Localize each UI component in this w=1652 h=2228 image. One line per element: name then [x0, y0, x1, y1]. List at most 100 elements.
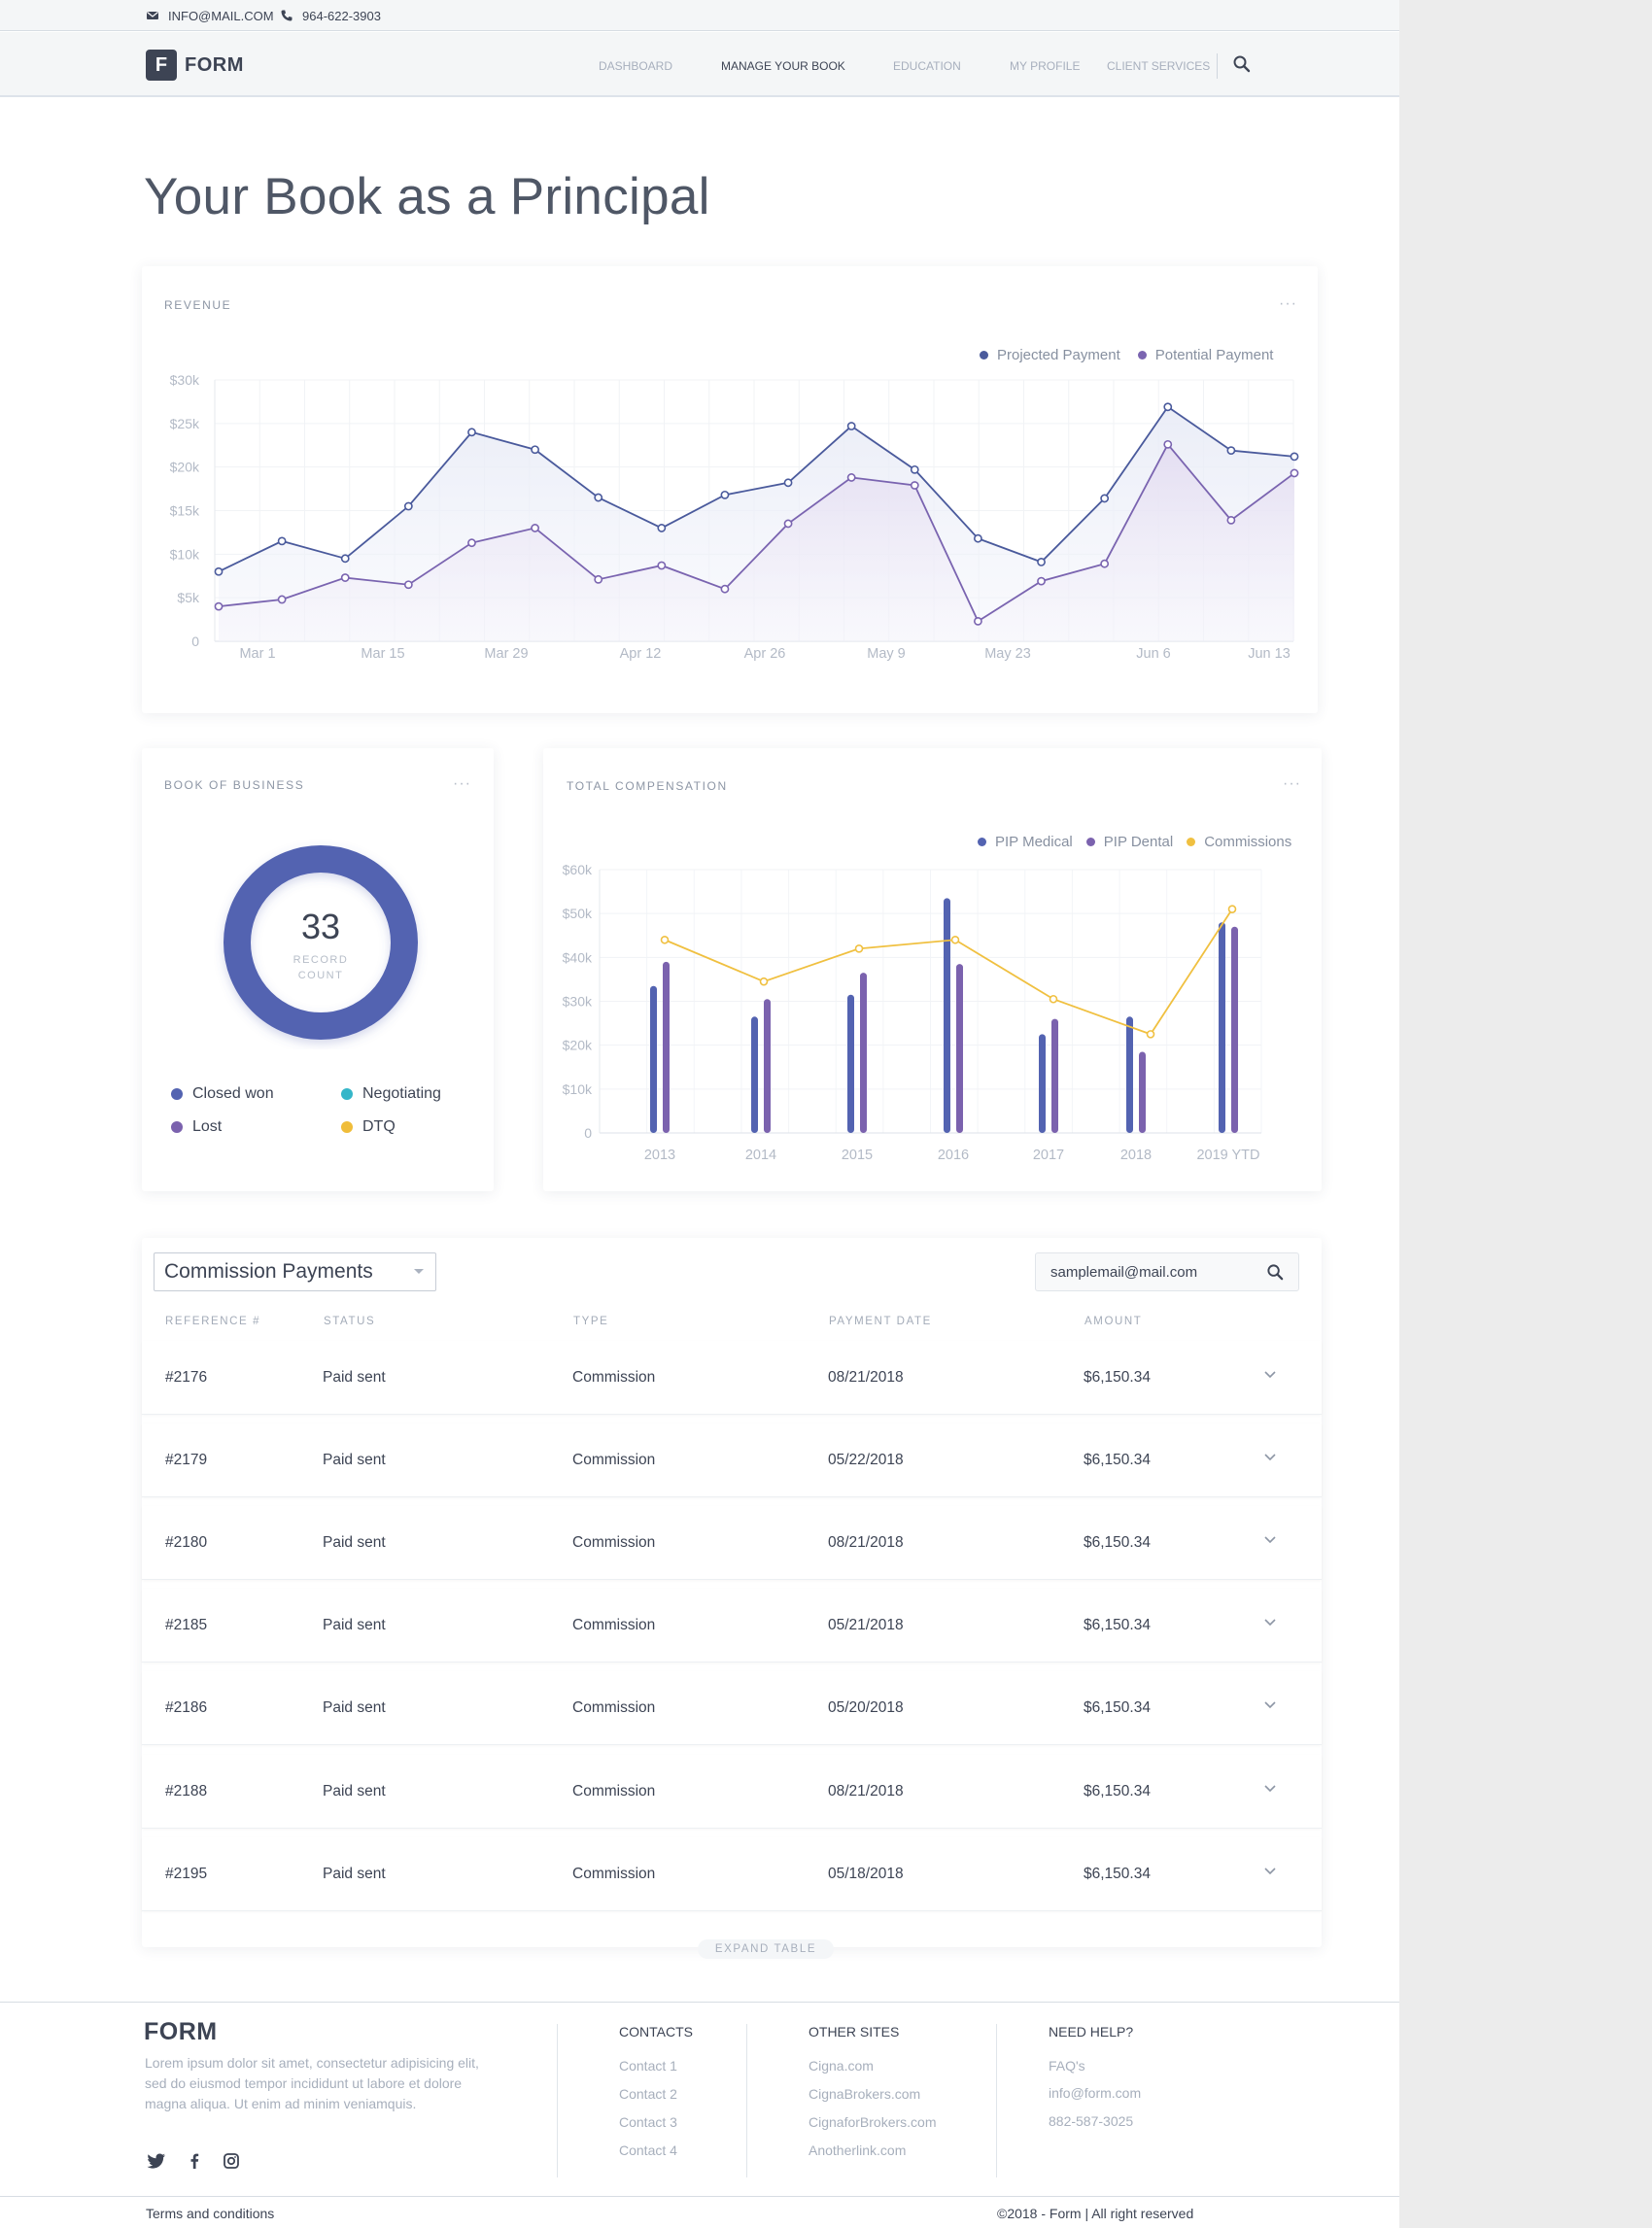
y-tick-label: $60k	[563, 862, 593, 877]
series-line	[218, 405, 1295, 573]
x-tick-label: 2014	[745, 1148, 776, 1163]
footer-faq-link[interactable]: FAQ's	[1049, 2058, 1085, 2074]
data-point	[657, 524, 667, 532]
copyright-text: ©2018 - Form | All right reserved	[997, 2205, 1194, 2221]
data-point	[340, 554, 350, 564]
facebook-icon[interactable]	[185, 2152, 204, 2170]
terms-link[interactable]: Terms and conditions	[146, 2205, 275, 2221]
chevron-down-icon[interactable]	[1263, 1700, 1277, 1710]
search-icon[interactable]	[1266, 1263, 1285, 1282]
total-compensation-title: TOTAL COMPENSATION	[567, 779, 728, 793]
footer-contact-link[interactable]: Contact 1	[619, 2058, 677, 2074]
legend-negotiating: Negotiating	[341, 1085, 441, 1103]
footer-divider	[746, 2024, 747, 2177]
x-tick-label: May 9	[867, 646, 906, 662]
table-row[interactable]: #2188 Paid sent Commission 08/21/2018 $6,150…	[142, 1755, 1322, 1829]
footer-site-link[interactable]: CignaforBrokers.com	[809, 2114, 937, 2130]
bar	[650, 985, 657, 1133]
twitter-icon[interactable]	[147, 2152, 166, 2170]
data-point	[854, 943, 864, 953]
top-email[interactable]: INFO@MAIL.COM	[146, 0, 274, 31]
top-phone-text: 964-622-3903	[302, 8, 381, 23]
table-row[interactable]: #2176 Paid sent Commission 08/21/2018 $6,150…	[142, 1341, 1322, 1415]
table-row[interactable]: #2179 Paid sent Commission 05/22/2018 $6,150…	[142, 1423, 1322, 1498]
cell-payment-date: 08/21/2018	[828, 1534, 904, 1552]
x-tick-label: Apr 26	[744, 646, 786, 662]
cell-payment-date: 05/22/2018	[828, 1452, 904, 1469]
legend-projected-payment: Projected Payment	[980, 347, 1120, 363]
footer-site-link[interactable]: CignaBrokers.com	[809, 2086, 921, 2102]
legend-label: PIP Medical	[995, 834, 1073, 850]
legend-label: Projected Payment	[997, 347, 1120, 363]
column-header-amount[interactable]: AMOUNT	[1084, 1316, 1143, 1327]
bar	[1039, 1034, 1046, 1133]
chevron-down-icon[interactable]	[1263, 1370, 1277, 1380]
chevron-down-icon[interactable]	[1263, 1453, 1277, 1462]
nav-item-client-services[interactable]: CLIENT SERVICES	[1107, 59, 1211, 73]
chevron-down-icon[interactable]	[1263, 1784, 1277, 1794]
cell-type: Commission	[572, 1699, 656, 1717]
footer-site-link[interactable]: Cigna.com	[809, 2058, 874, 2074]
y-tick-label: $10k	[170, 546, 200, 562]
nav-item-dashboard[interactable]: DASHBOARD	[599, 59, 673, 73]
cell-payment-date: 08/21/2018	[828, 1782, 904, 1800]
chevron-down-icon[interactable]	[1263, 1618, 1277, 1628]
footer-contact-link[interactable]: Contact 2	[619, 2086, 677, 2102]
data-point	[1037, 576, 1046, 586]
footer-description: Lorem ipsum dolor sit amet, consectetur …	[145, 2055, 479, 2111]
legend-dot	[171, 1121, 183, 1133]
expand-table-button[interactable]: EXPAND TABLE	[698, 1939, 834, 1959]
chevron-down-icon[interactable]	[1263, 1535, 1277, 1545]
revenue-more-icon[interactable]: ···	[1279, 295, 1297, 312]
book-of-business-title: BOOK OF BUSINESS	[164, 778, 305, 792]
cell-status: Paid sent	[323, 1865, 386, 1882]
main-navigation: F FORM DASHBOARD MANAGE YOUR BOOK EDUCAT…	[0, 32, 1399, 97]
footer-logo[interactable]: FORM	[144, 2018, 218, 2045]
table-row[interactable]: #2185 Paid sent Commission 05/21/2018 $6,150…	[142, 1589, 1322, 1663]
column-header-reference[interactable]: REFERENCE #	[165, 1316, 261, 1327]
table-search-input[interactable]: samplemail@mail.com	[1035, 1252, 1299, 1291]
cell-type: Commission	[572, 1617, 656, 1634]
footer-contact-link[interactable]: Contact 4	[619, 2142, 677, 2158]
footer-contact-link[interactable]: Contact 3	[619, 2114, 677, 2130]
record-count-value: 33	[300, 907, 341, 946]
footer: FORM Lorem ipsum dolor sit amet, consect…	[0, 2002, 1399, 2196]
x-tick-label: Mar 15	[361, 646, 404, 662]
footer-email-link[interactable]: info@form.com	[1049, 2085, 1142, 2101]
cell-status: Paid sent	[323, 1617, 386, 1634]
column-header-status[interactable]: STATUS	[324, 1316, 376, 1327]
legend-commissions: Commissions	[1187, 834, 1291, 850]
nav-item-manage-your-book[interactable]: MANAGE YOUR BOOK	[721, 59, 845, 73]
column-header-type[interactable]: TYPE	[573, 1316, 609, 1327]
nav-item-my-profile[interactable]: MY PROFILE	[1010, 59, 1081, 73]
cell-amount: $6,150.34	[1084, 1369, 1151, 1386]
logo[interactable]: F FORM	[146, 50, 244, 81]
table-row[interactable]: #2180 Paid sent Commission 08/21/2018 $6,150…	[142, 1506, 1322, 1581]
legend-dot	[978, 838, 986, 846]
x-tick-label: Mar 29	[484, 646, 528, 662]
search-icon[interactable]	[1232, 54, 1252, 74]
y-tick-label: $30k	[563, 994, 593, 1010]
cell-amount: $6,150.34	[1084, 1699, 1151, 1717]
book-of-business-more-icon[interactable]: ···	[453, 775, 471, 792]
footer-phone-link[interactable]: 882-587-3025	[1049, 2113, 1134, 2129]
revenue-chart: 0 $5k $10k $15k $20k $25k $30k Mar 1 Mar 15 Mar 2…	[170, 372, 1299, 662]
record-count-donut	[224, 845, 418, 1040]
chevron-down-icon[interactable]	[1263, 1867, 1277, 1876]
cell-payment-date: 05/21/2018	[828, 1617, 904, 1634]
column-header-payment-date[interactable]: PAYMENT DATE	[829, 1316, 932, 1327]
table-row[interactable]: #2195 Paid sent Commission 05/18/2018 $6,150…	[142, 1837, 1322, 1911]
table-row[interactable]: #2186 Paid sent Commission 05/20/2018 $6,150…	[142, 1671, 1322, 1746]
nav-divider	[1217, 53, 1218, 79]
instagram-icon[interactable]	[222, 2152, 241, 2170]
total-compensation-more-icon[interactable]: ···	[1283, 775, 1301, 792]
cell-reference: #2185	[165, 1617, 208, 1634]
footer-site-link[interactable]: Anotherlink.com	[809, 2142, 907, 2158]
data-point	[531, 524, 539, 532]
data-point	[277, 595, 287, 604]
cell-reference: #2188	[165, 1782, 208, 1800]
top-phone[interactable]: 964-622-3903	[280, 0, 381, 31]
table-type-dropdown[interactable]: Commission Payments	[154, 1252, 436, 1291]
nav-item-education[interactable]: EDUCATION	[893, 59, 961, 73]
compensation-legend: PIP Medical PIP Dental Commissions	[960, 834, 1291, 850]
